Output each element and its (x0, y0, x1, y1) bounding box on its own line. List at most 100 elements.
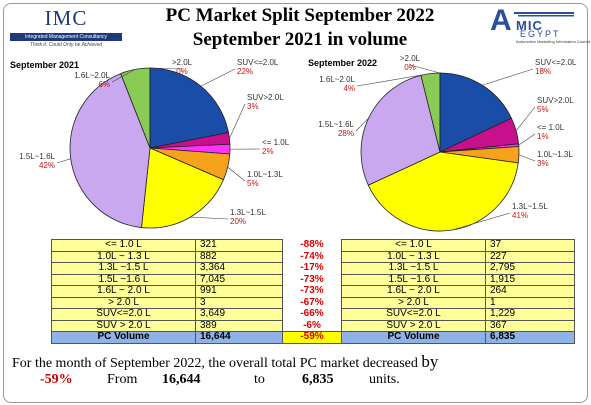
slice-pct-suv-2-0l: 5% (537, 105, 549, 114)
summary-to-word: to (254, 372, 265, 387)
row-change: -17% (282, 262, 342, 274)
summary-from-value: 16,644 (162, 372, 201, 387)
title-line-2: September 2021 in volume (192, 29, 408, 50)
row-value-2021: 389 (195, 319, 283, 332)
summary-sentence: For the month of September 2022, the ove… (12, 356, 418, 371)
slice-pct-1-6l-2-0l: 6% (98, 80, 110, 89)
slice-pct-2-0l: 0% (404, 63, 416, 72)
imc-logo-text: IMC (44, 6, 88, 30)
row-name: 1.6L ~ 2.0 L (51, 285, 196, 298)
row-value-2022: 1,915 (485, 273, 575, 286)
summary-line-1: For the month of September 2022, the ove… (12, 352, 438, 372)
slice-pct-1-0l: 2% (262, 147, 274, 156)
slice-label-1-0l-1-3l: 1.0L~1.3L (247, 170, 283, 179)
slice-pct-1-5l-1-6l: 28% (338, 129, 354, 138)
row-name-2022: <= 1.0 L (341, 239, 486, 252)
row-value-2022: 367 (485, 319, 575, 332)
slice-pct-suv-2-0l: 3% (247, 102, 259, 111)
slice-pct-1-3l-1-5l: 20% (230, 217, 246, 226)
leader-line (111, 69, 136, 83)
slice-label-suv-2-0l: SUV<=2.0L (237, 58, 279, 67)
slice-label-suv-2-0l: SUV>2.0L (537, 96, 574, 105)
row-name-2022: 1.5L ~1.6 L (341, 273, 486, 286)
row-change: -73% (282, 285, 342, 297)
summary-pct: -59% (40, 372, 73, 387)
leader-line (482, 68, 534, 86)
slice-label-suv-2-0l: SUV<=2.0L (535, 58, 577, 67)
leader-line (227, 166, 246, 182)
pie-slice-1-5l-1-6l (69, 73, 151, 228)
row-change: -59% (282, 331, 342, 344)
amic-logo-mic: MIC (516, 18, 543, 33)
table-total-row: PC Volume 16,644 -59% PC Volume 6,835 (51, 331, 575, 344)
amic-logo-a: A (490, 4, 512, 37)
table-row: SUV > 2.0 L 389 -6% SUV > 2.0 L 367 (51, 319, 575, 332)
slice-pct-1-0l-1-3l: 5% (247, 179, 259, 188)
row-name-2022: SUV > 2.0 L (341, 319, 486, 332)
row-change: -73% (282, 274, 342, 286)
summary-units: units. (369, 372, 400, 387)
row-name-2022: 1.3L ~1.5 L (341, 262, 486, 275)
leader-line (200, 68, 236, 87)
table-row: 1.0L ~ 1.3 L 882 -74% 1.0L ~ 1.3 L 227 (51, 250, 575, 263)
slice-label-1-5l-1-6l: 1.5L~1.6L (318, 120, 354, 129)
slice-label-2-0l: >2.0L (400, 54, 421, 63)
amic-logo-sub: Automotive Marketing Information Council (516, 39, 591, 44)
row-name-2022: SUV<=2.0 L (341, 308, 486, 321)
leader-line (56, 158, 71, 164)
amic-logo-stripes (514, 12, 574, 17)
table-row: 1.6L ~ 2.0 L 991 -73% 1.6L ~ 2.0 L 264 (51, 285, 575, 298)
imc-logo-tagline: Think it. Could Only be Achieved (29, 42, 103, 48)
page-title: PC Market Split September 2022 September… (130, 4, 470, 52)
row-value-2021: 321 (195, 239, 283, 252)
slice-pct-1-0l-1-3l: 3% (537, 159, 549, 168)
row-name-2022: 1.6L ~ 2.0 L (341, 285, 486, 298)
summary-by: by (421, 352, 439, 371)
slice-label-1-3l-1-5l: 1.3L~1.5L (230, 208, 266, 217)
pie-2022-title: September 2022 (308, 58, 378, 68)
row-name: 1.5L ~1.6 L (51, 273, 196, 286)
row-value-2022: 227 (485, 250, 575, 263)
row-change: -66% (282, 308, 342, 320)
imc-logo: IMC Integrated Management Consultancy Th… (10, 6, 122, 50)
slice-label-1-3l-1-5l: 1.3L~1.5L (512, 202, 548, 211)
row-value-2022: 6,835 (485, 331, 575, 344)
leader-line (355, 117, 369, 132)
slice-label-1-0l: <= 1.0L (262, 138, 290, 147)
row-value-2022: 1 (485, 296, 575, 309)
slice-label-suv-2-0l: SUV>2.0L (247, 93, 284, 102)
slice-label-1-6l-2-0l: 1.6L~2.0L (319, 75, 355, 84)
row-name: 1.0L ~ 1.3 L (51, 250, 196, 263)
row-change: -88% (282, 239, 342, 251)
leader-line (356, 73, 431, 87)
row-name-2022: > 2.0 L (341, 296, 486, 309)
row-value-2021: 7,045 (195, 273, 283, 286)
pie-slice-suv-2-0l (439, 72, 512, 153)
slice-label-1-6l-2-0l: 1.6L~2.0L (74, 71, 110, 80)
row-name: SUV<=2.0 L (51, 308, 196, 321)
row-name: SUV > 2.0 L (51, 319, 196, 332)
table-row: SUV<=2.0 L 3,649 -66% SUV<=2.0 L 1,229 (51, 308, 575, 321)
row-name-2022: PC Volume (341, 331, 486, 344)
summary-to-value: 6,835 (302, 372, 334, 387)
slice-label-1-0l: <= 1.0L (537, 123, 565, 132)
amic-logo-egypt: EGYPT (520, 29, 561, 39)
pie-2021-title: September 2021 (10, 60, 80, 70)
row-name: > 2.0 L (51, 296, 196, 309)
leader-line (518, 154, 536, 162)
row-value-2022: 37 (485, 239, 575, 252)
row-name: PC Volume (51, 331, 196, 344)
title-line-1: PC Market Split September 2022 (165, 5, 435, 26)
slice-pct-1-6l-2-0l: 4% (343, 84, 355, 93)
leader-line (149, 67, 183, 70)
leader-line (229, 103, 246, 139)
slice-pct-suv-2-0l: 22% (237, 67, 253, 76)
row-value-2021: 3,364 (195, 262, 283, 275)
row-value-2021: 991 (195, 285, 283, 298)
row-value-2021: 16,644 (195, 331, 283, 344)
slice-pct-2-0l: 0% (176, 67, 188, 76)
table-row: 1.3L ~1.5 L 3,364 -17% 1.3L ~1.5 L 2,795 (51, 262, 575, 275)
comparison-table: <= 1.0 L 321 -88% <= 1.0 L 37 1.0L ~ 1.3 L 882… (51, 239, 575, 344)
